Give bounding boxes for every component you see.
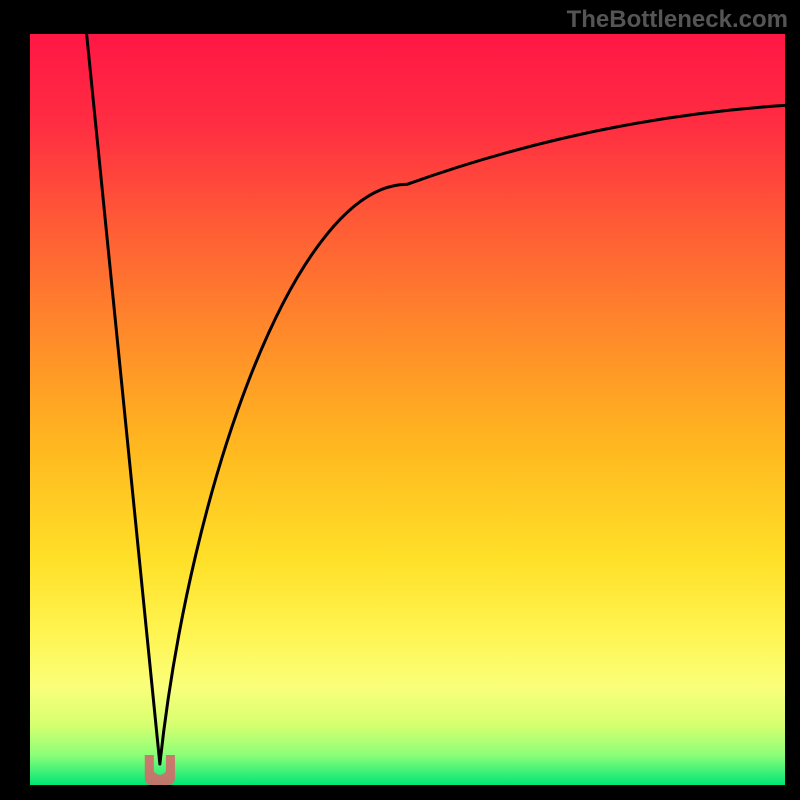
stage: TheBottleneck.com [0,0,800,800]
outer-border [0,0,800,800]
watermark-text: TheBottleneck.com [567,6,788,34]
